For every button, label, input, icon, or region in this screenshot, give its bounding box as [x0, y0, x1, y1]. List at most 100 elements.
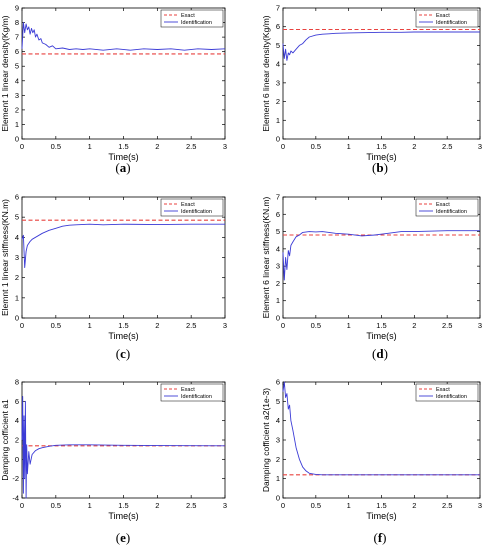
legend-label: Exact	[436, 202, 450, 208]
y-tick-label: 6	[276, 22, 280, 31]
caption-d: (d)	[372, 346, 388, 361]
y-tick-label: 4	[15, 233, 19, 242]
y-tick-label: 3	[276, 262, 280, 271]
y-tick-label: 3	[15, 91, 19, 100]
x-tick-label: 1	[347, 142, 351, 151]
x-tick-label: 2.5	[186, 501, 196, 510]
caption-e-letter: e	[120, 530, 126, 545]
legend-box	[415, 9, 479, 28]
y-tick-label: 4	[276, 244, 280, 253]
x-tick-label: 0	[281, 142, 285, 151]
x-tick-label: 3	[478, 501, 482, 510]
y-tick-label: -4	[12, 494, 19, 503]
x-tick-label: 3	[478, 142, 482, 151]
y-tick-label: 2	[276, 97, 280, 106]
y-axis-label: Element 6 linear stiffness(KN.m)	[261, 196, 271, 318]
y-axis-label: Damping cofficient a1	[0, 399, 10, 481]
x-tick-label: 1.5	[118, 142, 128, 151]
legend-label: Identification	[436, 20, 467, 26]
y-tick-label: 0	[276, 135, 280, 144]
chart-c: 0 0.5 1 1.5 2 2.5 3 0 1 2 3 4 5 6 Time(s) Elemnt 1 line…	[0, 193, 227, 342]
y-tick-label: 0	[276, 314, 280, 323]
x-tick-label: 0.5	[51, 142, 61, 151]
legend-box	[415, 383, 479, 402]
y-tick-label: 0	[15, 314, 19, 323]
chart-a: 0 0.5 1 1.5 2 2.5 3 0 1 2 3 4 5 6 7 8 9 Time(s) Element 1 …	[0, 4, 227, 163]
y-tick-label: 2	[15, 105, 19, 114]
y-tick-label: 4	[15, 76, 19, 85]
series-identification-line	[21, 22, 226, 51]
chart-b: 0 0.5 1 1.5 2 2.5 3 0 1 2 3 4 5 6 7 Time(s) Element 6 li…	[261, 4, 482, 163]
y-tick-label: 2	[15, 436, 19, 445]
legend-label: Exact	[181, 13, 195, 19]
x-tick-label: 1	[88, 501, 92, 510]
plot-frame	[282, 196, 481, 319]
y-tick-label: 6	[15, 47, 19, 56]
x-tick-label: 0.5	[311, 321, 321, 330]
y-tick-label: 5	[276, 41, 280, 50]
chart-f: 0 0.5 1 1.5 2 2.5 3 0 1 2 3 4 5 6 Time(s) Damping coffi…	[261, 378, 482, 522]
x-tick-label: 1.5	[376, 321, 386, 330]
y-tick-label: 8	[15, 18, 19, 27]
y-tick-label: 6	[276, 210, 280, 219]
x-tick-label: 3	[223, 321, 227, 330]
y-tick-label: 4	[15, 416, 19, 425]
y-tick-label: 1	[276, 474, 280, 483]
legend-label: Identification	[181, 394, 212, 400]
caption-e: (e)	[115, 530, 131, 545]
x-tick-label: 2	[155, 321, 159, 330]
y-tick-label: 5	[15, 62, 19, 71]
chart-d: 0 0.5 1 1.5 2 2.5 3 0 1 2 3 4 5 6 7 Time(s) Element 6 li…	[261, 193, 482, 342]
caption-f: (f)	[373, 530, 387, 545]
legend-label: Identification	[436, 394, 467, 400]
series-identification-line	[282, 230, 480, 281]
x-tick-label: 1.5	[376, 142, 386, 151]
y-tick-label: 3	[276, 436, 280, 445]
legend-box	[160, 383, 224, 402]
x-tick-label: 1	[88, 321, 92, 330]
y-tick-label: 4	[276, 60, 280, 69]
legend-label: Exact	[181, 387, 195, 393]
x-tick-label: 0	[20, 142, 24, 151]
y-tick-label: 8	[15, 378, 19, 387]
x-axis-label: Time(s)	[108, 152, 138, 162]
y-tick-label: 5	[276, 227, 280, 236]
y-axis-label: Element 6 linear density(Kg/m)	[261, 15, 271, 131]
y-tick-label: 6	[15, 397, 19, 406]
series-identification-line	[21, 396, 226, 499]
legend-label: Exact	[436, 13, 450, 19]
x-tick-label: 1.5	[376, 501, 386, 510]
plot-frame	[282, 381, 481, 499]
x-tick-label: 2.5	[186, 142, 196, 151]
x-tick-label: 1.5	[118, 501, 128, 510]
y-tick-label: 3	[15, 253, 19, 262]
plot-frame	[282, 7, 481, 140]
y-tick-label: 2	[276, 279, 280, 288]
y-tick-label: 1	[15, 120, 19, 129]
x-tick-label: 2	[412, 142, 416, 151]
plot-frame	[21, 196, 226, 319]
x-tick-label: 2.5	[442, 142, 452, 151]
y-tick-label: 6	[15, 193, 19, 202]
caption-b: (b)	[372, 160, 388, 175]
x-tick-label: 0	[281, 321, 285, 330]
y-tick-label: 2	[15, 273, 19, 282]
y-tick-label: 4	[276, 416, 280, 425]
x-tick-label: 1	[88, 142, 92, 151]
y-tick-label: 2	[276, 455, 280, 464]
y-axis-label: Element 1 linear density(Kg/m)	[0, 15, 10, 131]
y-tick-label: -2	[12, 474, 19, 483]
y-tick-label: 5	[276, 397, 280, 406]
x-tick-label: 3	[478, 321, 482, 330]
x-tick-label: 2.5	[186, 321, 196, 330]
x-tick-label: 2	[412, 321, 416, 330]
x-tick-label: 0.5	[311, 142, 321, 151]
x-tick-label: 0.5	[51, 501, 61, 510]
y-tick-label: 7	[15, 33, 19, 42]
chart-e: 0 0.5 1 1.5 2 2.5 3 -4 -2 0 2 4 6 8 Time(s) Damping cof…	[0, 378, 227, 522]
x-tick-label: 0	[281, 501, 285, 510]
